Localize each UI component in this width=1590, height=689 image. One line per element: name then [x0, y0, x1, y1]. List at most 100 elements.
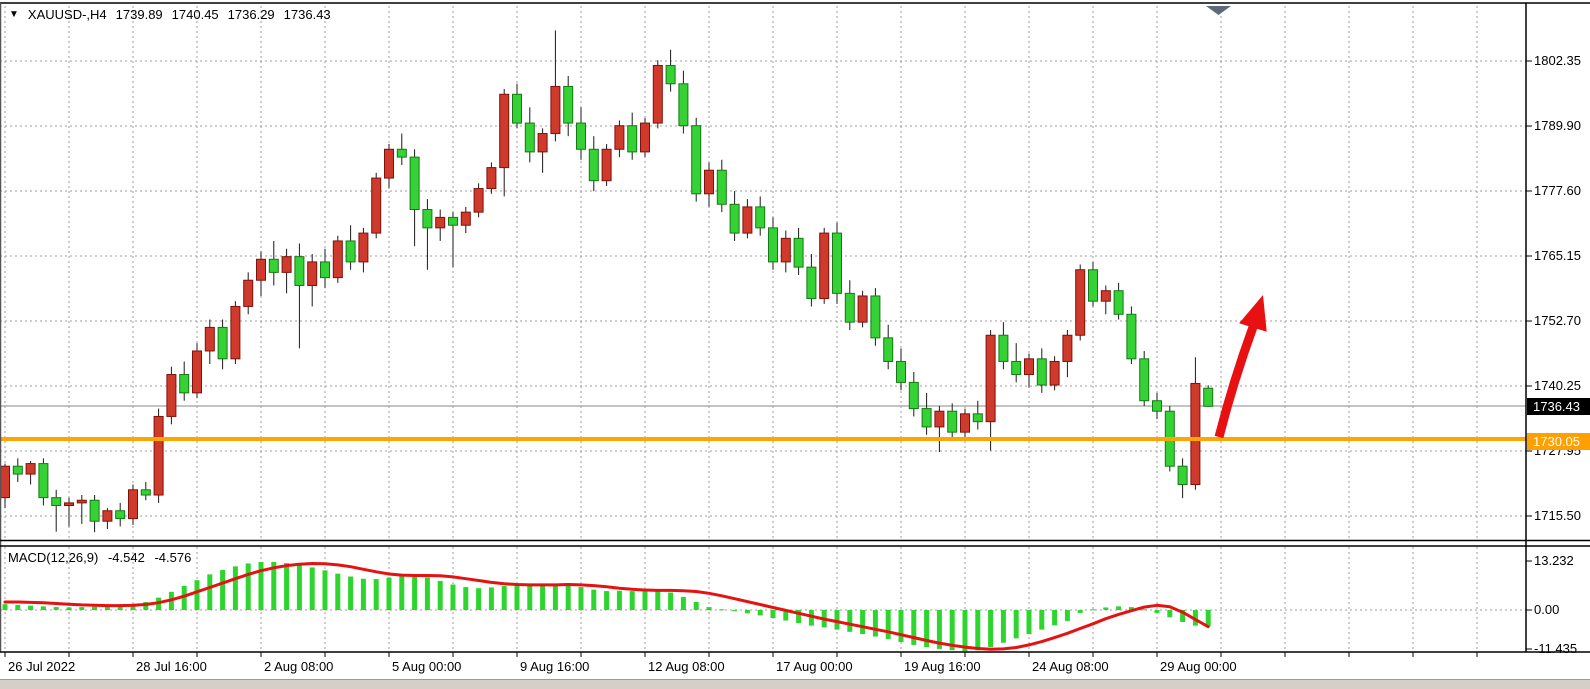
current-price-tag: 1736.43 [1527, 397, 1590, 415]
chart-shift-marker-icon[interactable] [1206, 6, 1231, 15]
candle-bullish [153, 415, 164, 496]
macd-bar [335, 573, 341, 610]
symbol-timeframe-label: XAUUSD-,H4 [27, 7, 107, 22]
macd-bar [936, 610, 942, 649]
candle-bullish [537, 133, 548, 153]
candle-bullish [780, 237, 791, 263]
macd-bar [450, 584, 456, 610]
macd-bar [552, 584, 558, 610]
macd-bar [40, 606, 46, 610]
price-axis-label: 1715.50 [1534, 508, 1581, 523]
candle-bearish [908, 381, 919, 410]
macd-bar [540, 585, 546, 610]
candle-bearish [140, 489, 151, 496]
macd-bar [808, 610, 814, 626]
candle-bearish [217, 326, 228, 360]
macd-bar [924, 610, 930, 648]
candle-bearish [1113, 290, 1124, 315]
candle-bearish [294, 256, 305, 286]
candle-bearish [627, 125, 638, 153]
macd-bar [386, 577, 392, 610]
macd-bar [885, 610, 891, 640]
macd-bar [1052, 610, 1058, 626]
macd-bar [527, 584, 533, 610]
candle-bearish [448, 216, 458, 226]
macd-bar [744, 610, 750, 614]
macd-bar [1090, 609, 1096, 611]
candle-bearish [588, 148, 599, 182]
candle-bullish [204, 326, 215, 352]
macd-axis-label: 0.00 [1534, 602, 1560, 617]
macd-bar [79, 607, 85, 610]
candle-bearish [716, 169, 727, 205]
macd-bar [463, 587, 469, 610]
macd-bar [476, 588, 482, 610]
candle-bearish [563, 85, 574, 124]
macd-indicator-label: MACD(12,26,9) -4.542 -4.576 [8, 550, 197, 565]
time-axis-label: 26 Jul 2022 [8, 659, 76, 674]
macd-bar [949, 610, 955, 651]
macd-bar [1013, 610, 1019, 639]
candle-bearish [768, 227, 778, 263]
orange-line-price-tag[interactable]: 1730.05 [1527, 432, 1590, 450]
candle-bullish [460, 211, 471, 226]
macd-bar [373, 579, 379, 610]
candle-bearish [896, 360, 906, 383]
candle-bearish [396, 148, 407, 158]
up-arrow-head-icon[interactable] [1239, 295, 1267, 332]
time-axis-label: 2 Aug 08:00 [264, 659, 334, 674]
candle-bearish [12, 465, 23, 475]
ohlc-close-value: 1736.43 [283, 7, 331, 22]
candle-bullish [742, 206, 753, 234]
candle-bullish [256, 258, 266, 281]
macd-bar [1154, 610, 1160, 613]
candle-bearish [1126, 313, 1137, 360]
price-axis-label: 1752.70 [1534, 313, 1581, 328]
macd-bar [92, 606, 98, 610]
candle-bullish [499, 93, 510, 169]
candle-bearish [268, 258, 279, 273]
orange-support-line[interactable] [0, 437, 1526, 441]
candle-bullish [704, 169, 714, 195]
macd-bar [655, 591, 661, 610]
candle-bullish [281, 256, 292, 273]
macd-bar [424, 577, 430, 610]
time-axis-label: 12 Aug 08:00 [648, 659, 725, 674]
candle-bearish [524, 122, 535, 153]
time-axis-label: 29 Aug 00:00 [1160, 659, 1237, 674]
macd-bar [284, 563, 290, 610]
candle-bullish [0, 465, 10, 499]
candle-bullish [486, 167, 497, 190]
candle-bearish [921, 408, 932, 428]
up-arrow-shaft[interactable] [1214, 325, 1258, 439]
macd-bar [1141, 609, 1147, 611]
time-axis-label: 24 Aug 08:00 [1032, 659, 1109, 674]
candle-bullish [192, 350, 202, 394]
macd-bar [1205, 610, 1211, 627]
macd-signal-line [3, 562, 1210, 651]
macd-bar [565, 584, 571, 610]
symbol-dropdown-icon[interactable]: ▼ [9, 9, 19, 20]
macd-axis-label: -11.435 [1534, 641, 1578, 656]
macd-bar [975, 610, 981, 651]
macd-bar [629, 591, 635, 610]
candle-bullish [640, 122, 650, 153]
macd-bar [117, 605, 123, 610]
bottom-scroll-strip[interactable] [0, 679, 1590, 689]
macd-bar [28, 605, 34, 610]
candle-bearish [947, 410, 958, 433]
macd-bar [1039, 610, 1045, 630]
candle-bearish [422, 209, 433, 229]
candle-bearish [1177, 465, 1188, 486]
macd-bar [271, 561, 277, 610]
macd-bar [1000, 610, 1006, 643]
candle-bullish [358, 232, 369, 263]
macd-bar [15, 604, 21, 610]
macd-bar [693, 601, 699, 610]
candle-bearish [793, 237, 804, 268]
chart-title-bar: ▼ XAUUSD-,H4 1739.89 1740.45 1736.29 173… [9, 7, 340, 22]
macd-bar [719, 609, 725, 611]
candle-bullish [243, 279, 254, 307]
candle-bullish [25, 463, 36, 475]
